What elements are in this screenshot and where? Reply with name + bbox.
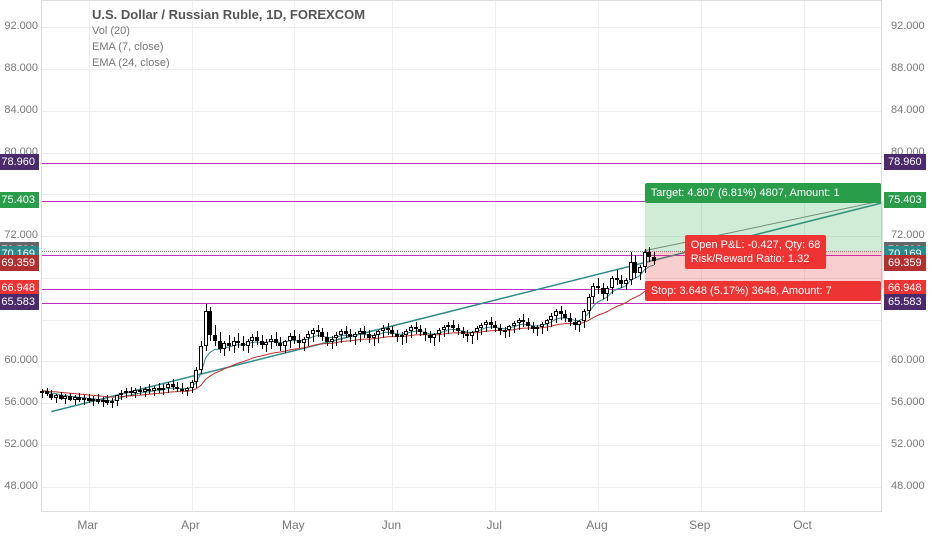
x-tick-label: Jun <box>382 518 401 532</box>
price-tag: 78.960 <box>884 154 926 170</box>
x-tick-label: Oct <box>793 518 812 532</box>
x-tick-label: Mar <box>77 518 98 532</box>
price-tag: 65.583 <box>884 294 926 310</box>
y-axis-left: 48.00052.00056.00060.00072.00080.00084.0… <box>0 0 40 512</box>
stop-box[interactable]: Stop: 3.648 (5.17%) 3648, Amount: 7 <box>645 281 881 301</box>
x-tick-label: May <box>282 518 305 532</box>
chart-legend: U.S. Dollar / Russian Ruble, 1D, FOREXCO… <box>92 7 365 71</box>
price-tag: 69.359 <box>884 255 926 271</box>
chart-title: U.S. Dollar / Russian Ruble, 1D, FOREXCO… <box>92 7 365 23</box>
price-tag: 75.403 <box>0 192 39 208</box>
x-tick-label: Sep <box>689 518 710 532</box>
x-tick-label: Aug <box>586 518 607 532</box>
price-tag: 75.403 <box>884 192 926 208</box>
x-tick-label: Jul <box>487 518 502 532</box>
price-tag: 69.359 <box>0 255 39 271</box>
price-tag: 65.583 <box>0 294 39 310</box>
chart-plot[interactable]: Target: 4.807 (6.81%) 4807, Amount: 1 Ope… <box>41 0 882 512</box>
price-tag: 78.960 <box>0 154 39 170</box>
target-box[interactable]: Target: 4.807 (6.81%) 4807, Amount: 1 <box>645 183 881 203</box>
open-pnl-box[interactable]: Open P&L: -0.427, Qty: 68Risk/Reward Rat… <box>685 235 827 269</box>
x-tick-label: Apr <box>181 518 200 532</box>
y-axis-right: 48.00052.00056.00060.00072.00080.00084.0… <box>883 0 923 512</box>
